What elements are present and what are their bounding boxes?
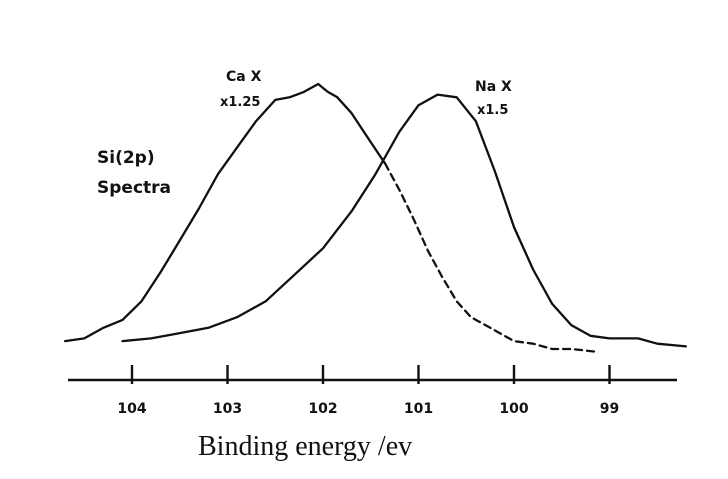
series-line-cax-extrapolated [383,162,597,353]
annotation-line-2: Spectra [97,178,171,198]
x-tick-label-102: 102 [308,401,337,417]
series-line-nax [121,93,688,348]
series-label-nax-scale: x1.5 [477,103,508,118]
series-line-cax [63,82,387,343]
x-axis-ticks [130,365,611,384]
x-tick-label-101: 101 [404,401,433,417]
x-axis-tick-labels: 104 103 102 101 100 99 [117,401,619,417]
curves-layer [63,82,688,353]
x-axis-label: Binding energy /ev [198,431,412,462]
x-tick-label-103: 103 [213,401,242,417]
x-tick-label-99: 99 [600,401,619,417]
series-label-cax-name: Ca X [226,69,262,85]
series-label-cax-scale: x1.25 [220,95,260,110]
annotation-line-1: Si(2p) [97,148,155,168]
x-tick-label-100: 100 [499,401,528,417]
x-tick-label-104: 104 [117,401,146,417]
series-label-nax-name: Na X [475,79,512,95]
